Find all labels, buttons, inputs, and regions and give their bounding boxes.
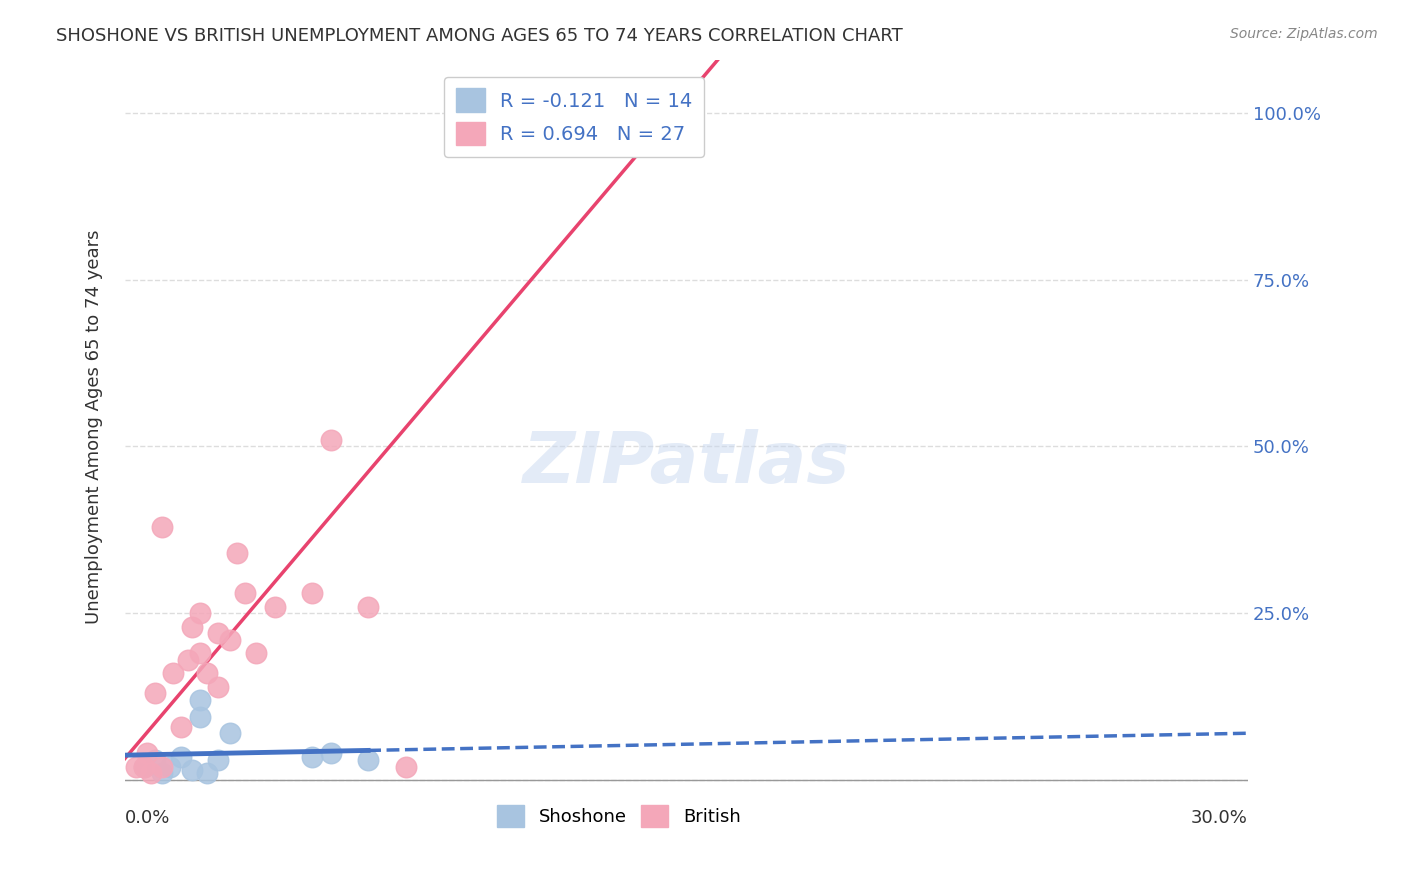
Point <box>319 747 342 761</box>
Point <box>233 586 256 600</box>
Point <box>218 632 240 647</box>
Point <box>170 720 193 734</box>
Text: Source: ZipAtlas.com: Source: ZipAtlas.com <box>1230 27 1378 41</box>
Point <box>181 619 204 633</box>
Point <box>488 106 510 120</box>
Point <box>125 759 148 773</box>
Text: SHOSHONE VS BRITISH UNEMPLOYMENT AMONG AGES 65 TO 74 YEARS CORRELATION CHART: SHOSHONE VS BRITISH UNEMPLOYMENT AMONG A… <box>56 27 903 45</box>
Point <box>319 433 342 447</box>
Point <box>143 686 166 700</box>
Point <box>150 766 173 780</box>
Point <box>159 759 181 773</box>
Point <box>195 666 218 681</box>
Point <box>394 759 416 773</box>
Point <box>226 546 249 560</box>
Point <box>301 749 323 764</box>
Point <box>132 759 155 773</box>
Point <box>301 586 323 600</box>
Point <box>218 726 240 740</box>
Y-axis label: Unemployment Among Ages 65 to 74 years: Unemployment Among Ages 65 to 74 years <box>86 229 103 624</box>
Point <box>207 680 229 694</box>
Point <box>245 646 267 660</box>
Point <box>143 753 166 767</box>
Point <box>195 766 218 780</box>
Point <box>139 766 162 780</box>
Point <box>357 753 380 767</box>
Point <box>188 709 211 723</box>
Point <box>188 606 211 620</box>
Text: 30.0%: 30.0% <box>1191 809 1249 827</box>
Text: 0.0%: 0.0% <box>125 809 170 827</box>
Point <box>136 747 159 761</box>
Point <box>162 666 184 681</box>
Point <box>207 753 229 767</box>
Point <box>188 646 211 660</box>
Point <box>263 599 285 614</box>
Point <box>600 106 623 120</box>
Point <box>357 599 380 614</box>
Point <box>181 763 204 777</box>
Point <box>207 626 229 640</box>
Text: ZIPatlas: ZIPatlas <box>523 429 851 498</box>
Point <box>188 693 211 707</box>
Point <box>177 653 200 667</box>
Legend: Shoshone, British: Shoshone, British <box>488 796 749 836</box>
Point <box>150 519 173 533</box>
Point <box>170 749 193 764</box>
Point <box>150 759 173 773</box>
Point <box>132 759 155 773</box>
